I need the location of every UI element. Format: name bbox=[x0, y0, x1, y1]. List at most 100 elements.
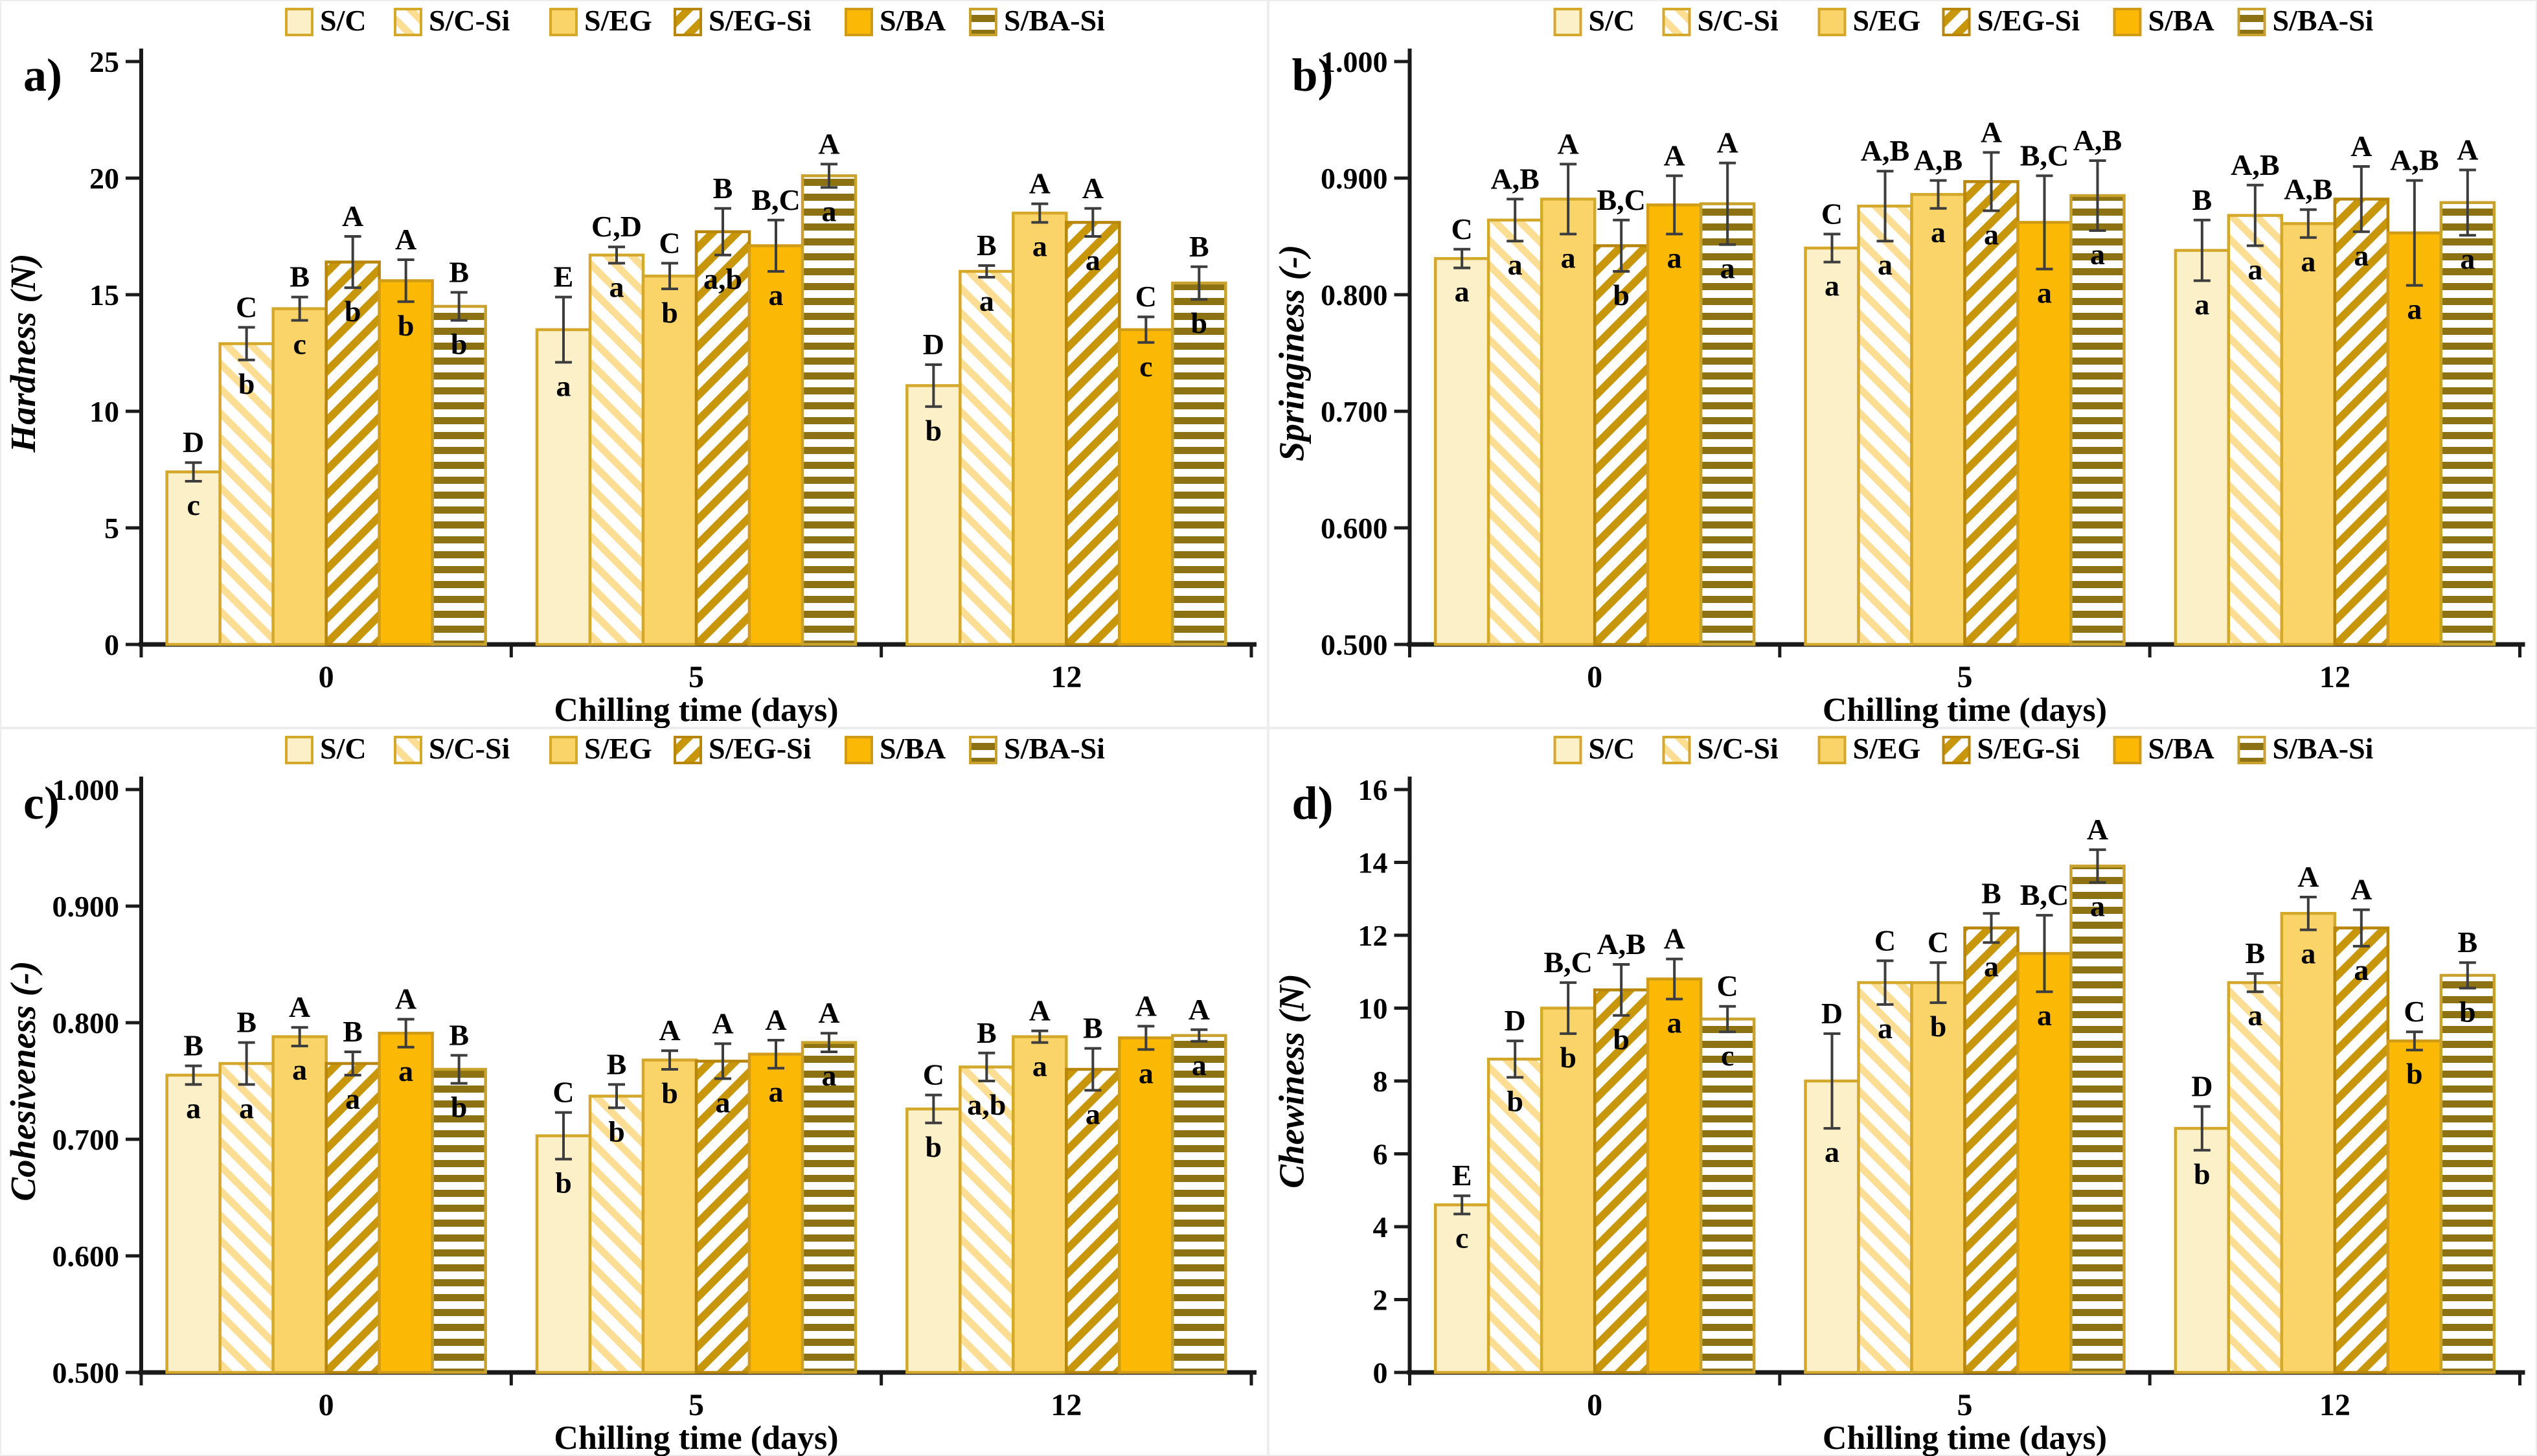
y-tick-label: 0 bbox=[1373, 1356, 1388, 1389]
legend-label: S/EG-Si bbox=[1977, 4, 2080, 37]
y-tick-label: 0.700 bbox=[52, 1123, 120, 1156]
legend-label: S/C bbox=[1589, 4, 1635, 37]
error-bar bbox=[185, 1064, 202, 1086]
sig-letter-upper: B,C bbox=[2020, 139, 2069, 172]
error-bar bbox=[2406, 179, 2423, 287]
y-tick-label: 0 bbox=[104, 628, 119, 661]
sig-letter-upper: C bbox=[1451, 212, 1473, 245]
legend-swatch bbox=[1553, 736, 1582, 764]
sig-letter-upper: A bbox=[659, 1014, 680, 1047]
bar bbox=[1118, 328, 1174, 646]
bar bbox=[431, 1067, 487, 1374]
error-bar bbox=[768, 1039, 784, 1070]
error-bar bbox=[2406, 1030, 2423, 1052]
y-tick-label: 0.500 bbox=[1321, 628, 1388, 661]
bar bbox=[1963, 180, 2019, 646]
sig-letter-upper: A bbox=[2350, 130, 2372, 163]
sig-letter-lower: c bbox=[293, 328, 306, 361]
sig-letter-lower: a,b bbox=[703, 262, 742, 295]
error-bar bbox=[1823, 1032, 1841, 1130]
sig-letter-lower: c bbox=[1455, 1221, 1468, 1254]
sig-letter-lower: a bbox=[2301, 245, 2315, 278]
y-tick-label: 0.500 bbox=[52, 1356, 120, 1389]
error-bar bbox=[185, 461, 202, 483]
sig-letter-lower: a bbox=[2354, 953, 2369, 986]
sig-letter-upper: D bbox=[1505, 1004, 1526, 1037]
sig-letter-upper: E bbox=[1452, 1159, 1472, 1192]
sig-letter-lower: a bbox=[2037, 999, 2052, 1032]
sig-letter-lower: b bbox=[661, 296, 678, 329]
sig-letter-upper: B bbox=[977, 1016, 997, 1049]
error-bar bbox=[1666, 957, 1683, 1001]
error-bar bbox=[1719, 1005, 1736, 1034]
panel-letter: a) bbox=[23, 49, 62, 101]
error-bar bbox=[2299, 208, 2317, 239]
sig-letter-lower: a bbox=[1931, 216, 1946, 249]
sig-letter-upper: B bbox=[1083, 1012, 1103, 1045]
bar bbox=[324, 1062, 381, 1374]
bar bbox=[165, 1073, 222, 1374]
bar bbox=[1433, 1203, 1490, 1374]
legend-swatch bbox=[285, 736, 313, 764]
legend-label: S/BA bbox=[2148, 4, 2214, 37]
x-tick-label: 0 bbox=[319, 660, 334, 694]
sig-letter-lower: a bbox=[822, 1059, 837, 1092]
error-bar bbox=[1084, 207, 1102, 238]
error-bar bbox=[397, 1018, 415, 1049]
sig-letter-upper: A bbox=[818, 127, 839, 160]
error-bar bbox=[1929, 179, 1947, 210]
sig-letter-upper: C bbox=[1874, 924, 1896, 957]
error-bar bbox=[2036, 174, 2053, 271]
error-bar bbox=[768, 218, 784, 273]
sig-letter-upper: A bbox=[818, 996, 839, 1029]
bar bbox=[1012, 211, 1068, 646]
sig-letter-lower: b bbox=[608, 1115, 625, 1148]
bar bbox=[1963, 926, 2019, 1374]
bar bbox=[2227, 981, 2284, 1374]
error-bar bbox=[1560, 163, 1577, 236]
bar bbox=[641, 274, 698, 646]
error-bar bbox=[291, 1026, 308, 1047]
bar bbox=[588, 1095, 645, 1374]
sig-letter-upper: D bbox=[2191, 1069, 2213, 1102]
legend-label: S/EG bbox=[1853, 4, 1921, 37]
y-tick-label: 0.900 bbox=[52, 890, 120, 923]
sig-letter-lower: b bbox=[2194, 1157, 2211, 1190]
bar bbox=[588, 253, 645, 646]
sig-letter-upper: B,C bbox=[1543, 946, 1592, 979]
bar bbox=[2069, 194, 2126, 646]
sig-letter-lower: b bbox=[398, 309, 415, 342]
sig-letter-upper: A bbox=[342, 199, 363, 233]
y-axis-title: Chewiness (N) bbox=[1272, 973, 1312, 1189]
bar bbox=[1804, 246, 1860, 646]
sig-letter-upper: A bbox=[2457, 133, 2478, 166]
error-bar bbox=[238, 326, 255, 361]
bar bbox=[378, 1031, 434, 1374]
sig-letter-lower: a bbox=[769, 279, 784, 312]
legend-swatch bbox=[2113, 736, 2142, 764]
error-bar bbox=[608, 245, 625, 265]
panel-c: c) Cohesiveness (-) 0.500 0.600 0.700 0.800 0.… bbox=[0, 728, 1268, 1456]
sig-letter-lower: b bbox=[1613, 279, 1630, 312]
error-bar bbox=[1560, 981, 1577, 1035]
sig-letter-upper: B bbox=[2245, 937, 2265, 970]
sig-letter-lower: b bbox=[1560, 1041, 1576, 1074]
y-tick-label: 20 bbox=[89, 162, 119, 195]
error-bar bbox=[450, 291, 468, 322]
error-bar bbox=[821, 163, 837, 189]
y-tick-label: 4 bbox=[1373, 1211, 1388, 1244]
bar bbox=[2333, 198, 2390, 646]
panel-letter: c) bbox=[23, 777, 60, 829]
y-tick-label: 10 bbox=[1358, 992, 1388, 1025]
sig-letter-upper: A bbox=[2297, 860, 2319, 893]
error-bar bbox=[1507, 1040, 1524, 1079]
x-axis-title: Chilling time (days) bbox=[1823, 692, 2107, 728]
x-tick-label: 5 bbox=[1957, 660, 1973, 694]
sig-letter-lower: b bbox=[926, 1130, 942, 1163]
sig-letter-lower: a bbox=[1455, 275, 1470, 308]
sig-letter-lower: b bbox=[926, 414, 942, 447]
y-tick-label: 0.800 bbox=[52, 1007, 120, 1040]
error-bar bbox=[1137, 1025, 1155, 1051]
error-bar bbox=[238, 1041, 255, 1086]
sig-letter-lower: a bbox=[2090, 238, 2105, 271]
